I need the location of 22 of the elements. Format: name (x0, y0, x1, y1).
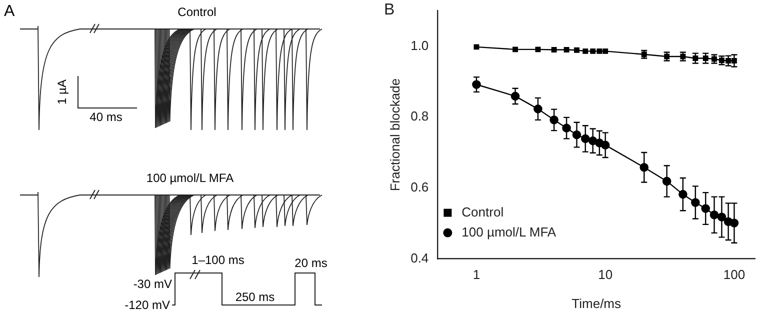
text: 20 ms (294, 256, 328, 270)
x-tick-label: 1 (472, 267, 480, 282)
text: -120 mV (124, 298, 170, 312)
x-tick-label: 10 (598, 267, 613, 282)
text: 250 ms (235, 290, 275, 304)
y-tick-label: 0.6 (410, 180, 429, 195)
text: -30 mV (133, 277, 172, 291)
text: A (4, 3, 15, 20)
text: 100 µmol/L MFA (146, 171, 234, 185)
text: Control (178, 5, 216, 19)
text: 40 ms (90, 110, 122, 124)
y-tick-label: 0.8 (410, 108, 429, 124)
y-tick-label: 1.0 (410, 38, 429, 53)
chart-title: B (384, 1, 395, 18)
text: 1–100 ms (192, 253, 244, 267)
text: 1 µA (55, 80, 69, 104)
y-axis-title: Fractional blockade (387, 78, 402, 192)
legend-label: Control (462, 204, 504, 220)
legend-label: 100 µmol/L MFA (462, 224, 556, 240)
y-tick-label: 0.4 (410, 250, 429, 266)
x-tick-label: 100 (723, 267, 746, 282)
x-axis-title: Time/ms (572, 296, 622, 311)
